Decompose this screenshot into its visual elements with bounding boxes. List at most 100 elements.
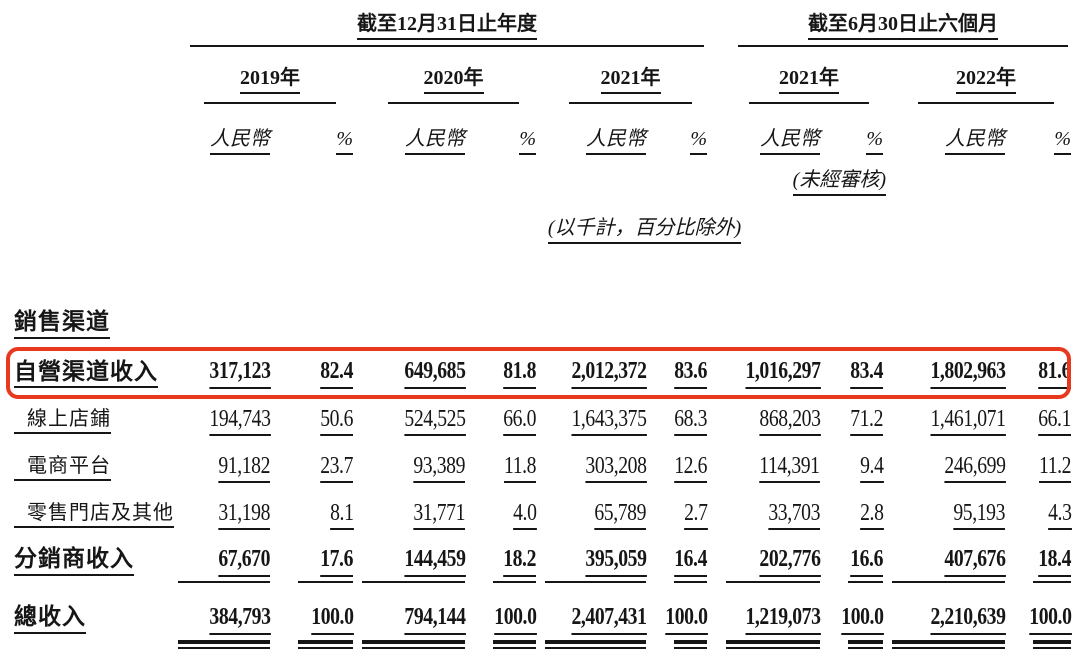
- value-cell: 23.7: [272, 445, 362, 492]
- year-2019-header: 2019年: [178, 50, 362, 104]
- total-double-rule: [674, 639, 707, 649]
- value-cell: 114,391: [726, 445, 822, 492]
- empty-cell: [822, 198, 1080, 246]
- total-double-rule: [493, 639, 536, 649]
- subtotal-rule: [493, 580, 536, 583]
- year-label: 2022年: [956, 68, 1016, 94]
- total-double-rule: [298, 639, 353, 649]
- value-cell: 18.4: [1007, 539, 1080, 589]
- row-label: 電商平台: [0, 445, 178, 492]
- value-cell: 81.8: [467, 350, 545, 398]
- value-cell: 868,203: [726, 398, 822, 445]
- spacer: [716, 50, 726, 104]
- value-cell: 16.6: [822, 539, 892, 589]
- subtotal-rule: [298, 580, 353, 583]
- year-rule: [749, 102, 869, 104]
- year-2020-header: 2020年: [362, 50, 545, 104]
- empty-cell: [0, 104, 178, 156]
- subtotal-rule: [1033, 580, 1071, 583]
- subtotal-rule: [674, 580, 707, 583]
- row-label: 線上店鋪: [0, 398, 178, 445]
- total-double-rule: [1033, 639, 1071, 649]
- percent-header: %: [467, 104, 545, 156]
- row-label: 總收入: [0, 589, 178, 651]
- value-cell: 2.8: [822, 492, 892, 539]
- value-cell: 2.7: [648, 492, 716, 539]
- value-cell: 68.3: [648, 398, 716, 445]
- value-cell: 1,016,297: [726, 350, 822, 398]
- units-note: (以千計，百分比除外): [467, 198, 822, 246]
- year-2021-header: 2021年: [545, 50, 716, 104]
- value-cell: 16.4: [648, 539, 716, 589]
- unaudited-note: (未經審核): [726, 156, 892, 198]
- currency-header: 人民幣: [178, 104, 272, 156]
- period-group-row: 截至12月31日止年度 截至6月30日止六個月: [0, 12, 1080, 50]
- subtotal-rule: [892, 580, 1005, 583]
- value-cell: 2,407,431: [545, 589, 648, 651]
- value-cell: 66.1: [1007, 398, 1080, 445]
- value-cell: 100.0: [648, 589, 716, 651]
- currency-header: 人民幣: [362, 104, 467, 156]
- section-label: 銷售渠道: [14, 309, 110, 339]
- spacer: [716, 104, 726, 156]
- value-cell: 17.6: [272, 539, 362, 589]
- year-2021-interim-header: 2021年: [726, 50, 892, 104]
- spacer: [716, 12, 726, 50]
- year-rule: [918, 102, 1054, 104]
- currency-header: 人民幣: [892, 104, 1007, 156]
- percent-header: %: [648, 104, 716, 156]
- value-cell: 194,743: [178, 398, 272, 445]
- subtotal-rule: [362, 580, 465, 583]
- year-label: 2021年: [779, 68, 839, 94]
- year-rule: [203, 102, 337, 104]
- empty-cell: [892, 156, 1080, 198]
- column-header-row: 人民幣 % 人民幣 % 人民幣 % 人民幣 % 人民幣 %: [0, 104, 1080, 156]
- value-cell: 11.2: [1007, 445, 1080, 492]
- total-double-rule: [362, 639, 465, 649]
- annual-period-title: 截至12月31日止年度: [357, 13, 537, 40]
- total-double-rule: [848, 639, 883, 649]
- value-cell: 91,182: [178, 445, 272, 492]
- value-cell: 31,198: [178, 492, 272, 539]
- value-cell: 524,525: [362, 398, 467, 445]
- value-cell: 66.0: [467, 398, 545, 445]
- total-double-rule: [726, 639, 820, 649]
- value-cell: 1,219,073: [726, 589, 822, 651]
- year-rule: [568, 102, 693, 104]
- table-row-self-operated: 自營渠道收入 317,123 82.4 649,685 81.8 2,012,3…: [0, 350, 1080, 398]
- spacer: [716, 398, 726, 445]
- table-row-online-stores: 線上店鋪 194,743 50.6 524,525 66.0 1,643,375…: [0, 398, 1080, 445]
- value-cell: 100.0: [272, 589, 362, 651]
- value-cell: 71.2: [822, 398, 892, 445]
- value-cell: 1,643,375: [545, 398, 648, 445]
- row-label: 零售門店及其他: [0, 492, 178, 539]
- row-label: 自營渠道收入: [0, 350, 178, 398]
- value-cell: 2,210,639: [892, 589, 1007, 651]
- value-cell: 65,789: [545, 492, 648, 539]
- value-cell: 303,208: [545, 445, 648, 492]
- year-label: 2021年: [600, 68, 661, 94]
- value-cell: 384,793: [178, 589, 272, 651]
- year-header-row: 2019年 2020年 2021年 2021年 2022年: [0, 50, 1080, 104]
- currency-header: 人民幣: [545, 104, 648, 156]
- value-cell: 9.4: [822, 445, 892, 492]
- value-cell: 144,459: [362, 539, 467, 589]
- value-cell: 407,676: [892, 539, 1007, 589]
- value-cell: 83.6: [648, 350, 716, 398]
- value-cell: 100.0: [822, 589, 892, 651]
- value-cell: 4.0: [467, 492, 545, 539]
- subtotal-rule: [178, 580, 270, 583]
- value-cell: 8.1: [272, 492, 362, 539]
- value-cell: 18.2: [467, 539, 545, 589]
- interim-period-title: 截至6月30日止六個月: [808, 13, 998, 40]
- annual-period-header: 截至12月31日止年度: [178, 12, 716, 50]
- percent-header: %: [272, 104, 362, 156]
- unaudited-row: (未經審核): [0, 156, 1080, 198]
- table-row-ecommerce-platforms: 電商平台 91,182 23.7 93,389 11.8 303,208 12.…: [0, 445, 1080, 492]
- interim-period-header: 截至6月30日止六個月: [726, 12, 1080, 50]
- value-cell: 317,123: [178, 350, 272, 398]
- value-cell: 95,193: [892, 492, 1007, 539]
- spacer: [716, 492, 726, 539]
- total-double-rule: [892, 639, 1005, 649]
